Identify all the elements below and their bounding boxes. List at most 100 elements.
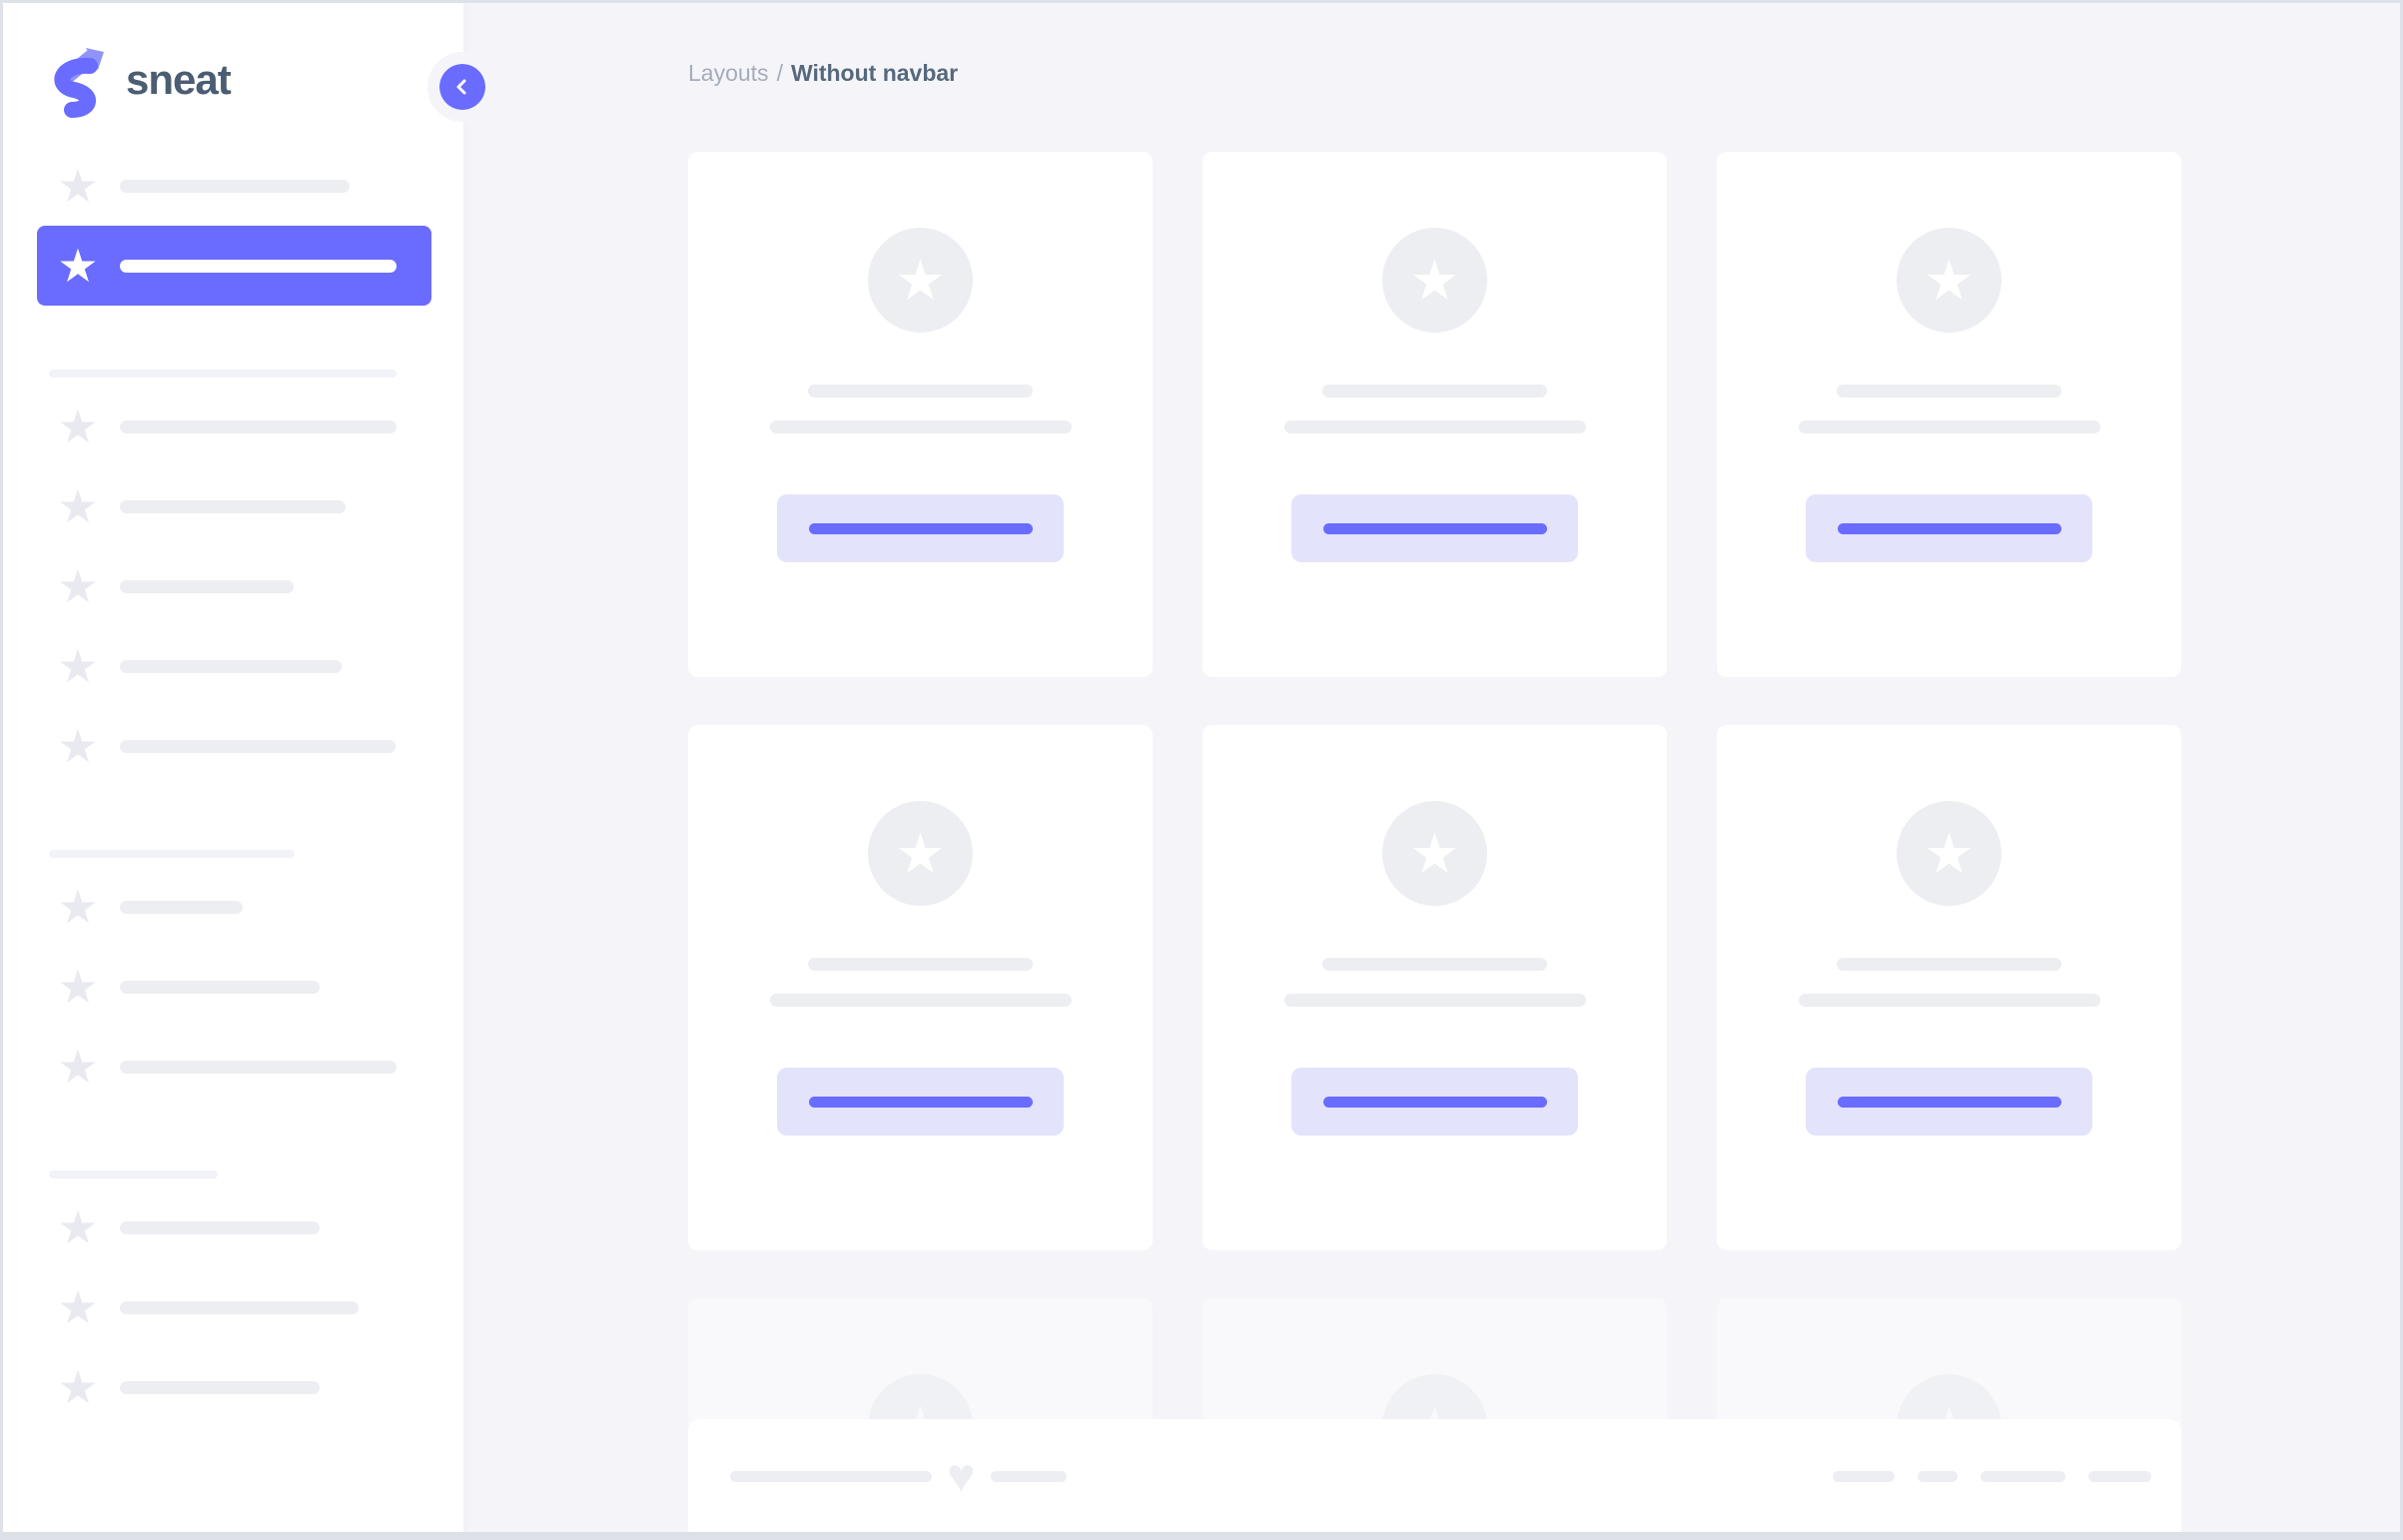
star-icon: ★ [57, 1201, 99, 1253]
card-avatar-circle: ★ [868, 801, 973, 906]
button-label-placeholder [1837, 522, 2061, 534]
sidebar-collapse-button[interactable] [427, 52, 497, 122]
card-title-placeholder [808, 385, 1033, 397]
sidebar-menu-item[interactable]: ★ [0, 146, 463, 226]
card-action-button-placeholder[interactable] [1291, 1068, 1578, 1136]
sidebar-menu-item[interactable]: ★ [0, 1187, 463, 1267]
sidebar-menu-item[interactable]: ★ [0, 466, 463, 546]
breadcrumb-current-page: Without navbar [790, 60, 959, 86]
menu-label-placeholder [120, 179, 350, 193]
card-subtitle-placeholder [1798, 994, 2100, 1007]
menu-label-placeholder [120, 900, 243, 914]
star-icon: ★ [1924, 821, 1975, 885]
button-label-placeholder [808, 522, 1033, 534]
menu-label-placeholder [120, 259, 397, 273]
sidebar-menu-item[interactable]: ★ [0, 546, 463, 626]
card-avatar-circle: ★ [1897, 228, 2002, 333]
card-avatar-circle: ★ [868, 228, 973, 333]
menu-label-placeholder [120, 659, 342, 673]
breadcrumb: Layouts / Without navbar [688, 58, 958, 88]
footer-text-placeholder [1833, 1471, 1895, 1482]
card-title-placeholder [808, 958, 1033, 971]
bottom-edge-strip [0, 1532, 2403, 1540]
star-icon: ★ [57, 640, 99, 692]
card-subtitle-placeholder [1283, 420, 1586, 433]
button-label-placeholder [1837, 1096, 2061, 1108]
card-row: ★ ★ ★ [688, 152, 2181, 677]
star-icon: ★ [57, 881, 99, 933]
card-action-button-placeholder[interactable] [777, 494, 1064, 562]
sidebar-section-divider [49, 370, 397, 378]
card-title-placeholder [1322, 958, 1547, 971]
star-icon: ★ [895, 248, 946, 312]
menu-label-placeholder [120, 739, 396, 753]
sneat-logo-icon [54, 48, 104, 118]
menu-label-placeholder [120, 1060, 397, 1074]
sidebar-section-divider [49, 1170, 218, 1178]
card-subtitle-placeholder [1798, 420, 2100, 433]
star-icon: ★ [57, 160, 99, 212]
star-icon: ★ [57, 240, 99, 292]
button-label-placeholder [1322, 1096, 1547, 1108]
sidebar-menu-item[interactable]: ★ [0, 1027, 463, 1107]
footer-text-placeholder [730, 1471, 932, 1482]
card-title-placeholder [1322, 385, 1547, 397]
star-icon: ★ [57, 961, 99, 1013]
card-subtitle-placeholder [769, 994, 1072, 1007]
sidebar-section-divider [49, 850, 295, 858]
star-icon: ★ [895, 821, 946, 885]
star-icon: ★ [1924, 248, 1975, 312]
menu-label-placeholder [120, 1380, 320, 1394]
sidebar-menu-item[interactable]: ★ [0, 626, 463, 706]
button-label-placeholder [1322, 522, 1547, 534]
footer-text-placeholder [990, 1471, 1067, 1482]
menu-label-placeholder [120, 419, 397, 433]
sidebar-menu-item[interactable]: ★ [0, 867, 463, 947]
card-title-placeholder [1837, 958, 2061, 971]
card-action-button-placeholder[interactable] [777, 1068, 1064, 1136]
card-action-button-placeholder[interactable] [1806, 494, 2092, 562]
star-icon: ★ [57, 720, 99, 772]
card-subtitle-placeholder [769, 420, 1072, 433]
footer-links-group [1833, 1471, 2151, 1482]
star-icon: ★ [57, 1041, 99, 1093]
breadcrumb-link-layouts[interactable]: Layouts [688, 60, 769, 86]
sidebar-menu-item[interactable]: ★ [0, 1347, 463, 1427]
footer-text-placeholder [1918, 1471, 1958, 1482]
placeholder-card: ★ [1202, 725, 1667, 1250]
menu-label-placeholder [120, 980, 320, 994]
sidebar-menu-item[interactable]: ★ [0, 1267, 463, 1347]
brand[interactable]: sneat [52, 40, 232, 120]
footer-text-placeholder [1981, 1471, 2065, 1482]
star-icon: ★ [57, 1281, 99, 1333]
menu-label-placeholder [120, 579, 294, 593]
star-icon: ★ [1409, 248, 1460, 312]
star-icon: ★ [57, 480, 99, 532]
main-content: Layouts / Without navbar ★ ★ ★ ★ [463, 0, 2403, 1540]
placeholder-card: ★ [1202, 152, 1667, 677]
sidebar-menu-item-active[interactable]: ★ [37, 226, 431, 306]
brand-name: sneat [126, 56, 232, 103]
heart-icon: ♥ [947, 1449, 976, 1503]
chevron-left-icon [456, 79, 466, 95]
footer-text-placeholder [2088, 1471, 2151, 1482]
card-avatar-circle: ★ [1897, 801, 2002, 906]
menu-label-placeholder [120, 1300, 359, 1314]
card-action-button-placeholder[interactable] [1806, 1068, 2092, 1136]
placeholder-card: ★ [688, 152, 1153, 677]
sidebar: sneat ★ ★ ★ ★ ★ ★ ★ ★ ★ ★ ★ ★ ★ [0, 0, 463, 1540]
star-icon: ★ [57, 1361, 99, 1413]
sidebar-menu-item[interactable]: ★ [0, 386, 463, 466]
card-row: ★ ★ ★ [688, 725, 2181, 1250]
star-icon: ★ [57, 560, 99, 612]
placeholder-card: ★ [1717, 725, 2181, 1250]
menu-label-placeholder [120, 499, 346, 513]
sidebar-menu-item[interactable]: ★ [0, 706, 463, 786]
sidebar-menu: ★ ★ ★ ★ ★ ★ ★ ★ ★ ★ ★ ★ ★ [0, 146, 463, 1427]
menu-label-placeholder [120, 1220, 320, 1234]
star-icon: ★ [1409, 821, 1460, 885]
sidebar-menu-item[interactable]: ★ [0, 947, 463, 1027]
card-avatar-circle: ★ [1382, 801, 1487, 906]
card-grid: ★ ★ ★ ★ ★ [688, 152, 2181, 1540]
card-action-button-placeholder[interactable] [1291, 494, 1578, 562]
